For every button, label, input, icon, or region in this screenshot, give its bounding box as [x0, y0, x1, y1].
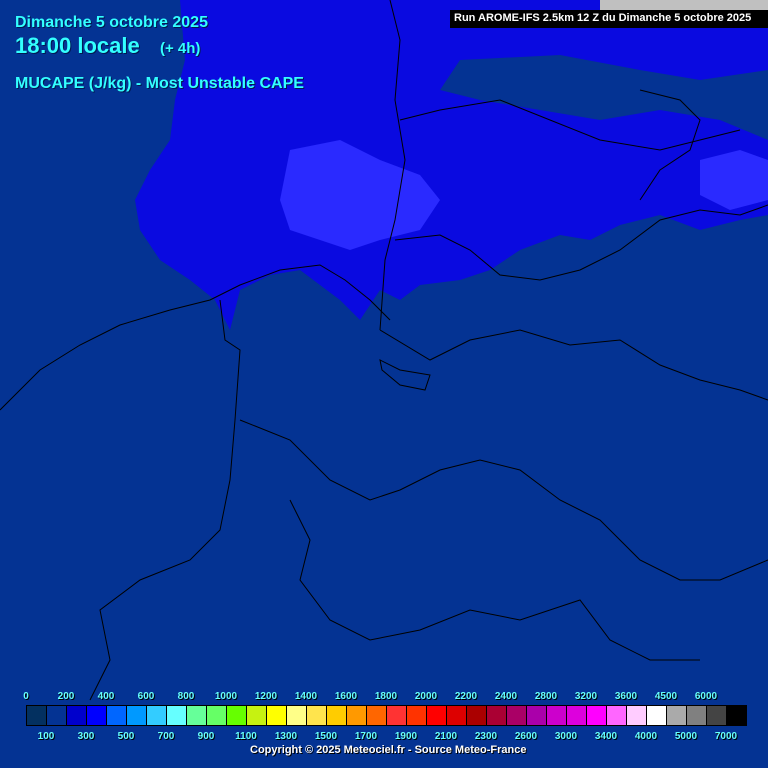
legend-swatch [487, 706, 507, 725]
legend-swatch [707, 706, 727, 725]
legend-swatch [67, 706, 87, 725]
legend-swatch [167, 706, 187, 725]
forecast-lead-time: (+ 4h) [160, 40, 201, 57]
legend-label-top: 200 [57, 691, 75, 702]
copyright: Copyright © 2025 Meteociel.fr - Source M… [250, 744, 527, 756]
legend-label-bottom: 900 [197, 731, 215, 742]
legend-label-top: 4500 [654, 691, 678, 702]
legend-swatch [327, 706, 347, 725]
legend-label-top: 2200 [454, 691, 478, 702]
legend-swatch [567, 706, 587, 725]
cape-area-mid [280, 140, 440, 250]
legend-swatch [187, 706, 207, 725]
legend-swatch [627, 706, 647, 725]
legend-label-top: 1400 [294, 691, 318, 702]
legend-swatch [727, 706, 746, 725]
legend-swatch [427, 706, 447, 725]
legend-label-bottom: 2300 [474, 731, 498, 742]
legend-label-top: 1200 [254, 691, 278, 702]
legend-label-bottom: 1700 [354, 731, 378, 742]
legend-swatch [667, 706, 687, 725]
legend-swatch [407, 706, 427, 725]
legend-swatch [47, 706, 67, 725]
legend-label-bottom: 3400 [594, 731, 618, 742]
legend-swatch [127, 706, 147, 725]
legend-swatch [87, 706, 107, 725]
legend-swatch [467, 706, 487, 725]
legend-label-bottom: 7000 [714, 731, 738, 742]
legend-swatch [647, 706, 667, 725]
legend-swatch [587, 706, 607, 725]
legend-label-top: 1000 [214, 691, 238, 702]
legend-label-bottom: 1500 [314, 731, 338, 742]
legend-swatch [207, 706, 227, 725]
legend-label-bottom: 1100 [235, 731, 257, 742]
legend-label-top: 6000 [694, 691, 718, 702]
legend-swatch [307, 706, 327, 725]
legend-swatch [547, 706, 567, 725]
legend-label-bottom: 500 [117, 731, 135, 742]
legend-swatch [507, 706, 527, 725]
legend-swatch [247, 706, 267, 725]
outside-domain [600, 0, 768, 12]
legend-swatch [687, 706, 707, 725]
forecast-time: 18:00 locale [15, 33, 140, 58]
legend-swatch [367, 706, 387, 725]
legend-label-top: 1600 [334, 691, 358, 702]
borders [0, 0, 768, 701]
legend-swatch [287, 706, 307, 725]
run-info: Run AROME-IFS 2.5km 12 Z du Dimanche 5 o… [450, 10, 768, 28]
legend-label-bottom: 700 [157, 731, 175, 742]
legend-label-bottom: 100 [37, 731, 55, 742]
color-legend [26, 705, 747, 726]
legend-label-top: 3600 [614, 691, 638, 702]
legend-swatch [267, 706, 287, 725]
legend-label-top: 1800 [374, 691, 398, 702]
legend-swatch [527, 706, 547, 725]
legend-label-top: 2800 [534, 691, 558, 702]
legend-label-bottom: 2100 [434, 731, 458, 742]
legend-swatch [387, 706, 407, 725]
legend-label-top: 0 [23, 691, 29, 702]
legend-label-top: 2400 [494, 691, 518, 702]
legend-label-bottom: 4000 [634, 731, 658, 742]
legend-swatch [447, 706, 467, 725]
legend-swatch [107, 706, 127, 725]
legend-label-bottom: 3000 [554, 731, 578, 742]
legend-label-top: 800 [177, 691, 195, 702]
forecast-date: Dimanche 5 octobre 2025 [15, 14, 208, 31]
legend-swatch [607, 706, 627, 725]
legend-label-top: 2000 [414, 691, 438, 702]
legend-label-top: 600 [137, 691, 155, 702]
legend-label-bottom: 1900 [394, 731, 418, 742]
legend-label-bottom: 300 [77, 731, 95, 742]
cape-area-mid [700, 150, 768, 210]
legend-swatch [27, 706, 47, 725]
legend-swatch [347, 706, 367, 725]
legend-label-top: 400 [97, 691, 115, 702]
legend-label-top: 3200 [574, 691, 598, 702]
legend-label-bottom: 5000 [674, 731, 698, 742]
legend-swatch [147, 706, 167, 725]
legend-label-bottom: 1300 [274, 731, 298, 742]
parameter-title: MUCAPE (J/kg) - Most Unstable CAPE [15, 75, 304, 92]
cape-area-background-patch [440, 55, 768, 140]
legend-label-bottom: 2600 [514, 731, 538, 742]
legend-swatch [227, 706, 247, 725]
